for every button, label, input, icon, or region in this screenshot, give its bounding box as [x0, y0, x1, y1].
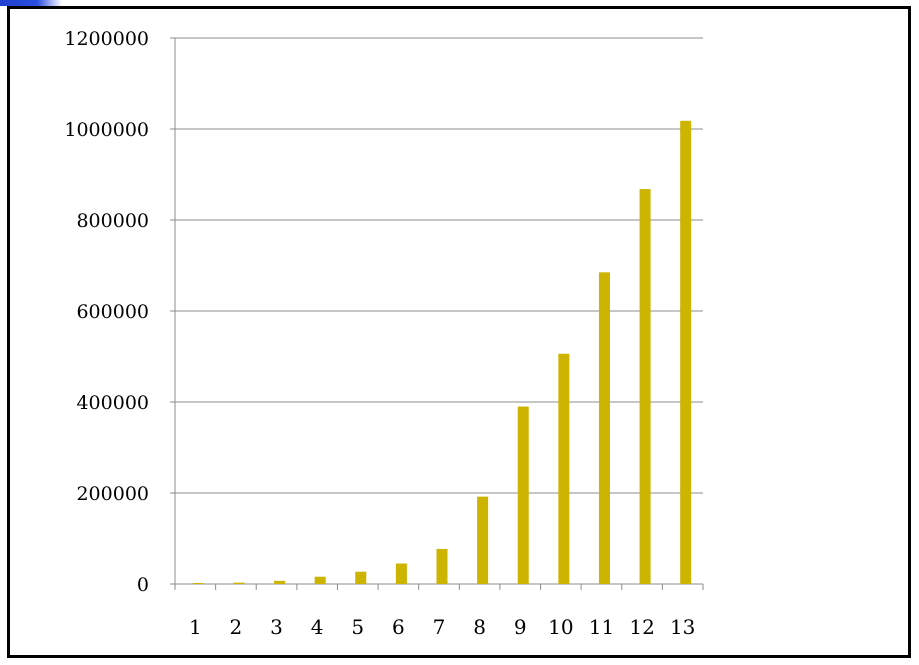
x-tick-label: 7 [433, 615, 446, 639]
y-tick-label: 0 [137, 574, 149, 596]
x-tick-label: 12 [629, 615, 654, 639]
x-tick-label: 6 [392, 615, 405, 639]
axes [170, 37, 704, 590]
axis-labels: 0 200000 400000 600000 800000 1000000 1200000 1… [64, 28, 695, 639]
bar-7 [436, 548, 448, 584]
gridlines [175, 37, 703, 494]
bar-10 [558, 353, 570, 584]
y-tick-label: 1200000 [64, 28, 149, 50]
bar-12 [639, 189, 651, 584]
bars [192, 120, 692, 584]
bar-2 [233, 582, 245, 584]
x-tick-label: 5 [351, 615, 364, 639]
bar-5 [355, 571, 367, 584]
x-tick-label: 10 [548, 615, 573, 639]
bar-6 [395, 563, 407, 584]
y-tick-label: 1000000 [64, 119, 149, 141]
chart-frame: 0 200000 400000 600000 800000 1000000 1200000 1… [7, 6, 911, 658]
y-tick-label: 800000 [76, 210, 149, 232]
x-tick-label: 11 [589, 615, 614, 639]
bar-4 [314, 576, 326, 584]
y-tick-label: 200000 [76, 483, 149, 505]
corner-accent [0, 0, 62, 6]
x-tick-label: 2 [230, 615, 243, 639]
bar-8 [477, 496, 489, 584]
x-tick-label: 3 [270, 615, 283, 639]
y-tick-label: 400000 [76, 392, 149, 414]
x-tick-label: 1 [189, 615, 202, 639]
x-tick-label: 13 [670, 615, 695, 639]
bar-11 [598, 272, 610, 584]
x-tick-label: 9 [514, 615, 527, 639]
bar-chart: 0 200000 400000 600000 800000 1000000 1200000 1… [64, 28, 704, 639]
x-tick-label: 8 [473, 615, 486, 639]
y-tick-label: 600000 [76, 301, 149, 323]
bar-3 [274, 580, 286, 584]
bar-1 [192, 583, 204, 584]
bar-13 [680, 120, 692, 584]
bar-9 [517, 406, 529, 584]
x-tick-label: 4 [311, 615, 324, 639]
